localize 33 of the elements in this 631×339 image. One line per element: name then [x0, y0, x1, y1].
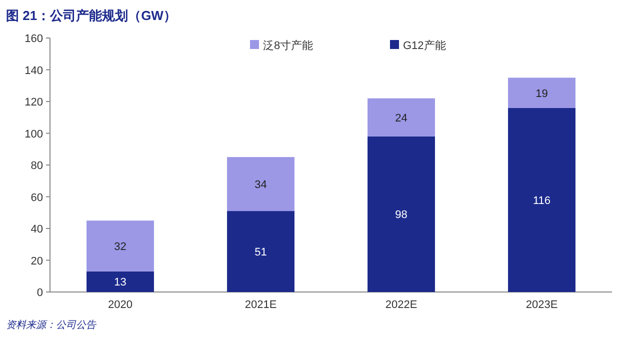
data-label: 24: [395, 112, 408, 124]
data-label: 116: [532, 194, 551, 207]
y-tick-label: 100: [24, 128, 43, 140]
bar: [508, 78, 576, 108]
y-tick-label: 40: [30, 224, 43, 236]
data-label: 34: [254, 179, 267, 192]
data-label: 51: [254, 246, 267, 259]
y-tick-label: 160: [24, 33, 43, 45]
bar: [368, 136, 435, 292]
y-tick-label: 60: [30, 192, 43, 204]
x-tick-label: 2020: [108, 299, 132, 311]
x-tick-label: 2021E: [244, 299, 277, 311]
x-tick-label: 2022E: [385, 299, 418, 311]
bar: [86, 271, 154, 292]
legend-label: 泛8寸产能: [263, 39, 314, 52]
text: 资料来源：公司公告: [6, 319, 97, 331]
data-label: 19: [536, 88, 548, 100]
bar: [227, 211, 294, 292]
data-label: 98: [395, 209, 408, 222]
y-tick-label: 140: [24, 64, 43, 77]
data-label: 32: [114, 240, 126, 253]
y-tick-label: 20: [30, 255, 43, 268]
x-tick-label: 2023E: [526, 299, 558, 311]
bar: [508, 108, 576, 292]
y-tick-label: 80: [30, 160, 43, 172]
chart-title: 图 21：公司产能规划（GW）: [6, 8, 176, 23]
y-tick-label: 0: [36, 287, 43, 299]
bar: [227, 157, 294, 212]
legend-label: G12产能: [403, 39, 446, 52]
data-label: 13: [114, 276, 126, 289]
bar: [86, 220, 154, 272]
y-tick-label: 120: [24, 96, 43, 108]
bar: [368, 98, 435, 136]
